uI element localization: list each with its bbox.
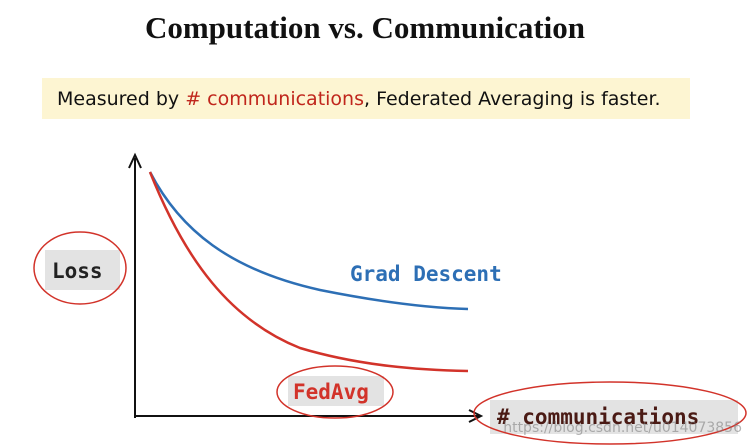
annotation-circle: [33, 231, 127, 305]
curve-label: Grad Descent: [350, 262, 502, 286]
grad-descent-curve: [148, 171, 469, 311]
subtitle-part: , Federated Averaging is faster.: [364, 88, 661, 110]
label-bg: [288, 376, 384, 406]
annotation-circle: [473, 381, 747, 445]
y-arrow: [128, 152, 142, 169]
watermark: https://blog.csdn.net/u014073856: [503, 420, 742, 436]
label-bg: [490, 400, 738, 434]
subtitle-box: [42, 78, 690, 119]
subtitle: Measured by # communications, Federated …: [57, 88, 661, 110]
x-arrow: [468, 409, 484, 423]
curve-label: FedAvg: [293, 380, 369, 404]
y-axis-label: Loss: [52, 259, 103, 283]
subtitle-part: Measured by: [57, 88, 185, 110]
annotation-circle: [276, 365, 394, 419]
x-axis-label: # communications: [497, 405, 699, 429]
axes: [128, 152, 484, 423]
label-bg: [45, 250, 120, 290]
fedavg-curve: [148, 171, 469, 373]
slide-title: Computation vs. Communication: [145, 10, 585, 45]
subtitle-highlight: # communications: [185, 88, 364, 110]
